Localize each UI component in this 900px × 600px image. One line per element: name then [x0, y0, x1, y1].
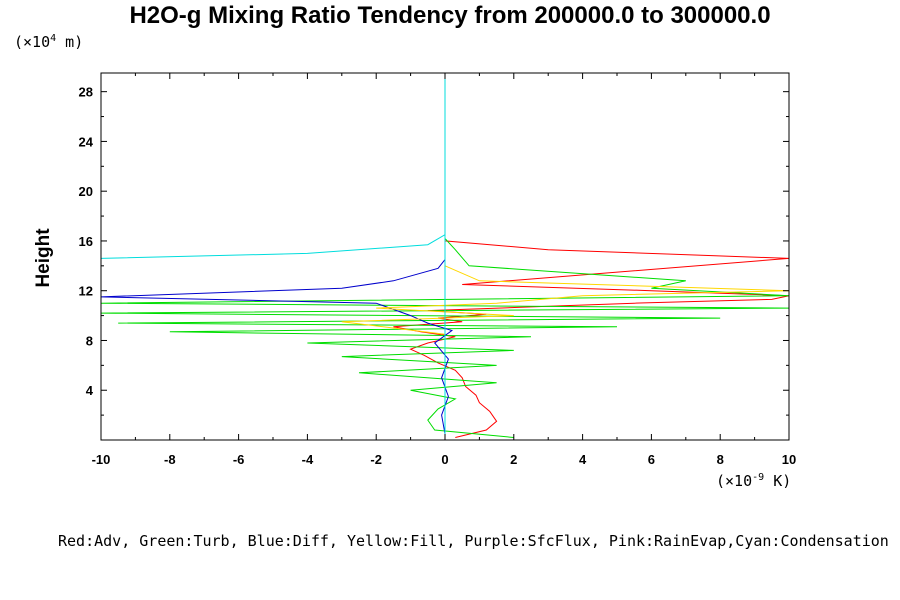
y-tick-label: 12: [79, 284, 93, 299]
x-tick-label: -4: [302, 452, 314, 467]
y-unit-exponent: 4: [50, 33, 57, 44]
x-tick-label: 2: [510, 452, 517, 467]
x-tick-label: 4: [579, 452, 587, 467]
x-tick-label: 0: [441, 452, 448, 467]
y-tick-label: 28: [79, 85, 93, 100]
chart-title: H2O-g Mixing Ratio Tendency from 200000.…: [129, 2, 771, 29]
x-tick-label: -2: [370, 452, 382, 467]
x-tick-label: 6: [648, 452, 655, 467]
x-unit-suffix: K): [764, 472, 792, 490]
y-unit-prefix: (×10: [14, 33, 51, 51]
x-unit-exponent: -9: [752, 472, 765, 483]
series-line: [393, 73, 790, 438]
series-layer: [100, 73, 790, 440]
series-line: [100, 233, 446, 440]
y-unit-label: (×104 m): [14, 33, 83, 51]
y-tick-label: 4: [86, 383, 94, 398]
legend-text: Red:Adv, Green:Turb, Blue:Diff, Yellow:F…: [58, 532, 889, 550]
y-unit-suffix: m): [56, 33, 84, 51]
y-tick-label: 24: [79, 134, 94, 149]
series-line: [341, 265, 790, 335]
x-tick-label: -8: [164, 452, 176, 467]
x-unit-label: (×10-9 K): [716, 472, 791, 490]
y-tick-label: 16: [79, 234, 93, 249]
y-axis-label: Height: [33, 228, 54, 288]
y-tick-label: 20: [79, 184, 93, 199]
x-tick-label: 8: [717, 452, 724, 467]
x-tick-label: -10: [92, 452, 111, 467]
series-line: [100, 228, 790, 438]
x-tick-label: -6: [233, 452, 245, 467]
x-tick-label: 10: [782, 452, 796, 467]
y-tick-label: 8: [86, 333, 93, 348]
x-unit-prefix: (×10: [716, 472, 753, 490]
